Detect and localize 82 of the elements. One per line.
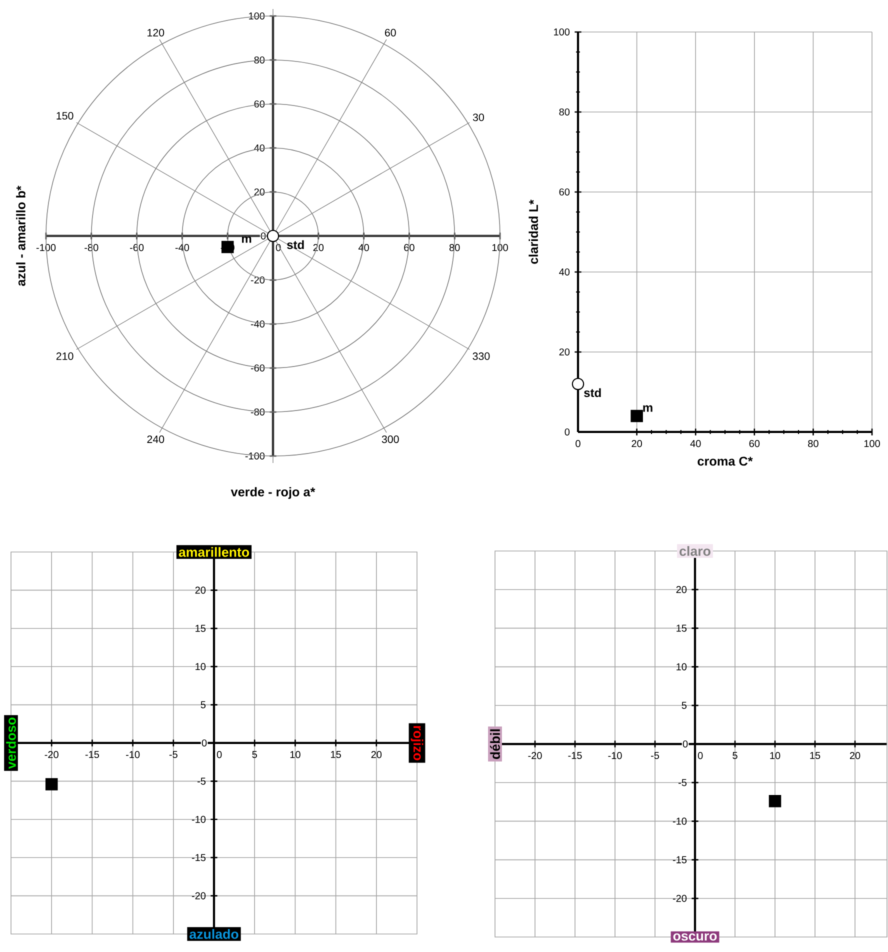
y-tick-label: -100 <box>245 452 265 460</box>
y-tick-label: 100 <box>248 12 265 20</box>
y-tick-label: -15 <box>192 854 206 862</box>
x-tick-label: 10 <box>290 751 300 758</box>
annotation: débil <box>490 729 500 760</box>
x-tick-label: -40 <box>175 244 189 252</box>
series-label: std <box>286 240 304 250</box>
annotation: claro <box>680 546 710 556</box>
x-tick-label: -20 <box>528 752 542 760</box>
series-label: std <box>584 388 601 398</box>
y-tick-label: 5 <box>200 701 206 708</box>
y-tick-label: -60 <box>250 364 265 372</box>
x-tick-label: 10 <box>770 752 780 760</box>
x-tick-label: 5 <box>732 752 738 760</box>
y-tick-label: 5 <box>682 702 687 709</box>
x-axis-title: croma C* <box>698 456 753 466</box>
y-axis-title: azul - amarillo b* <box>16 186 26 286</box>
x-tick-label: -5 <box>169 751 178 758</box>
y-tick-label: -40 <box>250 320 265 328</box>
x-tick-label: -15 <box>568 752 582 760</box>
annotation: verdoso <box>6 718 16 769</box>
annotation: 330 <box>472 352 490 360</box>
x-tick-label: 0 <box>576 440 580 448</box>
annotation: 60 <box>384 28 396 36</box>
x-tick-label: 20 <box>632 440 642 448</box>
y-tick-label: 20 <box>676 586 687 594</box>
y-tick-label: 10 <box>196 663 206 670</box>
x-tick-label: 80 <box>808 440 818 448</box>
y-tick-label: 0 <box>564 428 570 436</box>
x-tick-label: 20 <box>371 751 382 758</box>
x-tick-label: -10 <box>126 751 140 758</box>
annotation: rojizo <box>410 726 424 760</box>
y-tick-label: 80 <box>559 108 570 116</box>
x-tick-label: 15 <box>330 751 341 758</box>
y-tick-label: 0 <box>260 232 266 240</box>
x-tick-label: 40 <box>690 440 701 448</box>
annotation: 210 <box>56 352 74 360</box>
x-tick-label: -5 <box>650 752 659 760</box>
x-tick-label: -100 <box>36 244 56 252</box>
x-tick-label: 20 <box>850 752 860 760</box>
y-tick-label: 20 <box>559 348 570 356</box>
x-tick-label: 15 <box>810 752 820 760</box>
annotation: 300 <box>382 436 399 444</box>
y-tick-label: 15 <box>676 624 687 632</box>
y-tick-label: -10 <box>672 818 687 825</box>
x-tick-label: 80 <box>449 244 460 252</box>
annotation: 150 <box>56 112 74 120</box>
x-tick-label: 0 <box>216 751 222 758</box>
annotation: 120 <box>148 28 164 36</box>
x-tick-label: -20 <box>44 751 58 758</box>
annotation: oscuro <box>673 933 717 941</box>
x-axis-title: verde - rojo a* <box>230 487 316 499</box>
y-tick-label: 60 <box>559 188 570 196</box>
x-tick-label: -60 <box>130 244 144 252</box>
annotation: azulado <box>190 929 238 939</box>
y-tick-label: -5 <box>197 778 206 785</box>
y-tick-label: 40 <box>559 268 570 276</box>
x-tick-label: 100 <box>492 244 508 252</box>
x-tick-label: 60 <box>749 440 760 448</box>
y-tick-label: -10 <box>192 816 206 823</box>
y-tick-label: 15 <box>196 624 206 632</box>
x-tick-label: 40 <box>358 244 369 252</box>
y-tick-label: 20 <box>195 586 206 594</box>
y-tick-label: -20 <box>672 894 687 902</box>
x-tick-label: 60 <box>404 244 414 252</box>
y-tick-label: 0 <box>202 739 207 747</box>
x-tick-label: -10 <box>608 752 622 760</box>
y-tick-label: -15 <box>672 856 687 864</box>
y-tick-label: 10 <box>676 663 687 670</box>
annotation: amarillento <box>178 547 250 557</box>
series-label: m <box>643 405 652 412</box>
y-tick-label: -20 <box>192 892 206 900</box>
annotation: 240 <box>147 436 164 444</box>
y-tick-label: 0 <box>682 740 688 748</box>
y-tick-label: -5 <box>678 779 687 786</box>
y-axis-title: claridad L* <box>528 200 538 264</box>
x-tick-label: 0 <box>698 752 703 760</box>
x-tick-label: -15 <box>85 751 99 758</box>
y-tick-label: 100 <box>554 28 570 36</box>
x-tick-label: 100 <box>864 440 880 448</box>
x-tick-label: 0 <box>276 244 281 252</box>
annotation: 30 <box>472 114 484 122</box>
